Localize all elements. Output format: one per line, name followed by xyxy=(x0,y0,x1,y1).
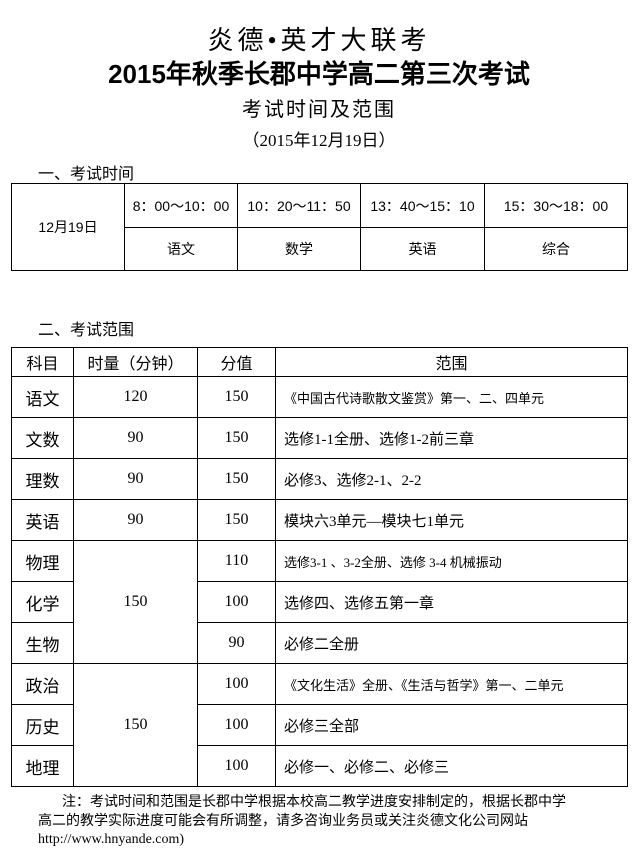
schedule-time-row: 12月19日 8：00～10：00 10：20～11：50 13：40～15：1… xyxy=(11,183,628,271)
score-cell: 150 xyxy=(197,499,276,541)
subject-cell: 地理 xyxy=(11,745,74,787)
subject-cell: 生物 xyxy=(11,622,74,664)
slot-time: 13：40～15：10 xyxy=(360,183,485,228)
range-cell: 模块六3单元—模块七1单元 xyxy=(275,499,628,541)
table-row: 历史 100 必修三全部 xyxy=(11,704,628,746)
footnote-line: 高二的教学实际进度可能会有所调整，请多咨询业务员或关注炎德文化公司网站 xyxy=(38,812,528,828)
score-cell: 150 xyxy=(197,458,276,500)
subject-cell: 文数 xyxy=(11,417,74,459)
subject-cell: 理数 xyxy=(11,458,74,500)
scope-header-row: 科目 时量（分钟） 分值 范围 xyxy=(11,347,628,377)
score-cell: 100 xyxy=(197,704,276,746)
subject-cell: 化学 xyxy=(11,581,74,623)
duration-cell: 120 xyxy=(73,376,198,418)
range-cell: 必修二全册 xyxy=(275,622,628,664)
duration-cell: 90 xyxy=(73,499,198,541)
slot-subject: 语文 xyxy=(124,227,238,271)
table-row: 语文 120 150 《中国古代诗歌散文鉴赏》第一、二、四单元 xyxy=(11,376,628,418)
table-row: 生物 90 必修二全册 xyxy=(11,622,628,664)
range-cell: 必修3、选修2-1、2-2 xyxy=(275,458,628,500)
scope-table: 科目 时量（分钟） 分值 范围 语文 120 150 《中国古代诗歌散文鉴赏》第… xyxy=(11,347,628,787)
page-title: 2015年秋季长郡中学高二第三次考试 xyxy=(108,59,530,89)
schedule-date: 12月19日 xyxy=(11,183,125,271)
column-header: 范围 xyxy=(275,347,628,377)
table-row: 地理 100 必修一、必修二、必修三 xyxy=(11,745,628,787)
table-row: 英语 90 150 模块六3单元—模块七1单元 xyxy=(11,499,628,541)
schedule-subject-row: 语文 数学 英语 综合 xyxy=(12,227,628,271)
range-cell: 选修1-1全册、选修1-2前三章 xyxy=(275,417,628,459)
column-header: 科目 xyxy=(11,347,74,377)
duration-cell: 150 xyxy=(73,540,198,664)
page-subtitle: 考试时间及范围 xyxy=(242,99,396,121)
brand-heading: 炎德•英才大联考 xyxy=(207,26,431,55)
table-row: 物理 150 110 选修3-1 、3-2全册、选修 3-4 机械振动 xyxy=(11,540,628,664)
range-cell: 选修四、选修五第一章 xyxy=(275,581,628,623)
duration-cell: 90 xyxy=(73,417,198,459)
schedule-table: 12月19日 8：00～10：00 10：20～11：50 13：40～15：1… xyxy=(11,183,628,271)
slot-time: 10：20～11：50 xyxy=(237,183,361,228)
range-cell: 《文化生活》全册、《生活与哲学》第一、二单元 xyxy=(275,663,628,705)
score-cell: 100 xyxy=(197,663,276,705)
table-row: 理数 90 150 必修3、选修2-1、2-2 xyxy=(11,458,628,500)
column-header: 时量（分钟） xyxy=(73,347,198,377)
slot-time: 15：30～18：00 xyxy=(484,183,628,228)
score-cell: 100 xyxy=(197,745,276,787)
score-cell: 110 xyxy=(197,540,276,582)
score-cell: 150 xyxy=(197,417,276,459)
column-header: 分值 xyxy=(197,347,276,377)
score-cell: 100 xyxy=(197,581,276,623)
score-cell: 90 xyxy=(197,622,276,664)
slot-subject: 综合 xyxy=(484,227,628,271)
range-cell: 《中国古代诗歌散文鉴赏》第一、二、四单元 xyxy=(275,376,628,418)
subject-cell: 英语 xyxy=(11,499,74,541)
table-row: 文数 90 150 选修1-1全册、选修1-2前三章 xyxy=(11,417,628,459)
duration-cell: 150 xyxy=(73,663,198,787)
footnote: 注：考试时间和范围是长郡中学根据本校高二教学进度安排制定的，根据长郡中学 高二的… xyxy=(38,792,618,849)
subject-cell: 物理 xyxy=(11,540,74,582)
section-heading-schedule: 一、考试时间 xyxy=(38,166,135,183)
subject-cell: 历史 xyxy=(11,704,74,746)
range-cell: 必修三全部 xyxy=(275,704,628,746)
subject-cell: 政治 xyxy=(11,663,74,705)
table-row: 政治 150 100 《文化生活》全册、《生活与哲学》第一、二单元 xyxy=(11,663,628,787)
slot-time: 8：00～10：00 xyxy=(124,183,238,228)
subject-cell: 语文 xyxy=(11,376,74,418)
slot-subject: 英语 xyxy=(360,227,485,271)
duration-cell: 90 xyxy=(73,458,198,500)
slot-subject: 数学 xyxy=(237,227,361,271)
range-cell: 选修3-1 、3-2全册、选修 3-4 机械振动 xyxy=(275,540,628,582)
website-link[interactable]: http://www.hnyande.com) xyxy=(38,832,185,847)
footnote-line: 注：考试时间和范围是长郡中学根据本校高二教学进度安排制定的，根据长郡中学 xyxy=(62,793,566,809)
score-cell: 150 xyxy=(197,376,276,418)
table-row: 化学 100 选修四、选修五第一章 xyxy=(11,581,628,623)
section-heading-scope: 二、考试范围 xyxy=(38,322,135,339)
range-cell: 必修一、必修二、必修三 xyxy=(275,745,628,787)
exam-date: （2015年12月19日） xyxy=(242,131,396,150)
